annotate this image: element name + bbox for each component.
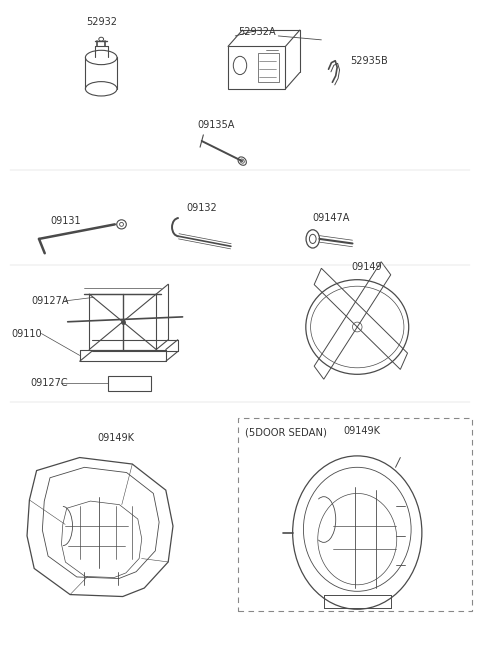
Text: 52932A: 52932A bbox=[238, 27, 276, 37]
Bar bbox=[228, 46, 286, 89]
Bar bbox=[238, 419, 472, 611]
Text: 09147A: 09147A bbox=[312, 213, 349, 223]
Bar bbox=[258, 53, 279, 82]
Text: 09110: 09110 bbox=[11, 328, 42, 339]
Text: (5DOOR SEDAN): (5DOOR SEDAN) bbox=[245, 428, 327, 438]
Text: 09149K: 09149K bbox=[344, 426, 381, 436]
Text: 09131: 09131 bbox=[50, 216, 81, 226]
Text: 09149: 09149 bbox=[351, 262, 382, 272]
Bar bbox=[108, 376, 152, 390]
Text: 09132: 09132 bbox=[186, 203, 217, 213]
Text: 09135A: 09135A bbox=[197, 120, 235, 129]
Text: 52932: 52932 bbox=[86, 16, 117, 27]
Text: 09127A: 09127A bbox=[32, 296, 69, 306]
Text: 09127C: 09127C bbox=[30, 379, 68, 388]
Text: 52935B: 52935B bbox=[350, 56, 388, 66]
Text: 09149K: 09149K bbox=[97, 433, 134, 443]
